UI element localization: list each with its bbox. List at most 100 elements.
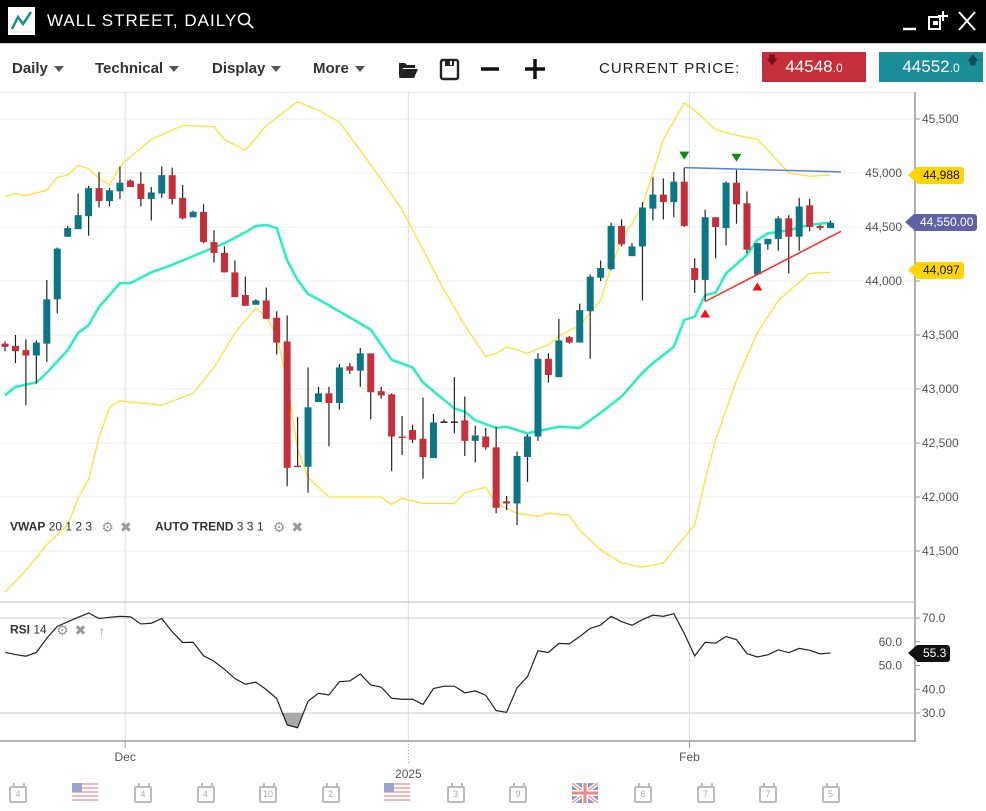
candle-up: [85, 188, 93, 217]
calendar-event-icon[interactable]: 6: [634, 783, 652, 803]
close-icon[interactable]: ✖: [291, 519, 304, 535]
flag-us-icon[interactable]: [71, 783, 98, 803]
calendar-event-icon[interactable]: 7: [696, 783, 715, 803]
vwap-params: 20 1 2 3: [48, 519, 93, 534]
candle-up: [576, 310, 584, 343]
arrow-up-icon[interactable]: ↑: [98, 622, 106, 639]
chevron-down-icon: [354, 66, 365, 73]
menu-daily[interactable]: Daily: [12, 60, 64, 77]
candle-up: [597, 268, 605, 278]
candle-down: [241, 295, 249, 306]
current-price-label: CURRENT PRICE:: [599, 60, 741, 77]
candle-up: [116, 182, 124, 192]
menu-label: Daily: [12, 60, 48, 77]
candle-down: [733, 182, 740, 205]
candle-down: [168, 175, 176, 199]
candle-up: [32, 342, 40, 356]
support-trendline: [704, 230, 842, 303]
gear-icon[interactable]: ⚙: [101, 519, 114, 535]
candle-up: [586, 276, 594, 312]
menu-technical[interactable]: Technical: [95, 60, 180, 77]
calendar-event-icon[interactable]: 3: [446, 783, 465, 803]
vwap-line: [4, 221, 831, 435]
candle-down: [231, 272, 239, 298]
candle-up: [189, 211, 197, 218]
save-icon[interactable]: [437, 56, 463, 82]
arrow-up-icon: 🡅: [966, 53, 979, 67]
calendar-event-icon[interactable]: 4: [9, 783, 27, 803]
trough-marker-icon: [752, 282, 763, 291]
y-tick-label: 45,000: [865, 166, 902, 180]
candle-up: [158, 175, 166, 194]
zoom-out-icon[interactable]: [478, 56, 504, 82]
toolbar: Daily Technical Display More CURRENT PRI…: [0, 43, 986, 92]
candle-up: [356, 353, 364, 371]
y-tick-label: 43,000: [922, 382, 959, 396]
candle-down: [283, 341, 291, 468]
flag-uk-icon[interactable]: [570, 781, 599, 805]
candle-up: [774, 218, 782, 239]
menu-more[interactable]: More: [313, 60, 365, 77]
sell-price-decimal: .0: [832, 61, 843, 75]
close-icon[interactable]: ✖: [74, 622, 87, 638]
candle-up: [555, 340, 563, 378]
flag-us-icon[interactable]: [384, 783, 410, 803]
menu-label: Display: [212, 60, 266, 77]
candle-up: [534, 358, 542, 437]
candle-down: [220, 252, 228, 273]
calendar-event-icon[interactable]: 10: [259, 783, 277, 803]
candle-up: [43, 299, 51, 344]
peak-marker-icon: [731, 153, 742, 162]
buy-price-decimal: .0: [949, 61, 960, 75]
window-title: WALL STREET, DAILY: [47, 11, 238, 30]
x-axis-label: 2025: [395, 767, 422, 781]
candle-up: [753, 243, 761, 275]
candle-up: [628, 246, 636, 257]
candle-down: [659, 194, 667, 203]
y-tick-label: 43,500: [922, 328, 959, 342]
menu-display[interactable]: Display: [212, 60, 282, 77]
candle-down: [200, 211, 208, 243]
lower-band-price-tag: 44,097: [908, 262, 964, 279]
calendar-event-icon[interactable]: 5: [821, 783, 840, 803]
sell-price: 44548: [785, 57, 833, 76]
lower-bollinger-band: [4, 271, 831, 593]
minimize-icon[interactable]: [900, 8, 924, 34]
close-icon[interactable]: ✖: [119, 519, 132, 535]
x-axis-label: Dec: [115, 750, 136, 764]
candle-down: [680, 181, 688, 226]
candle-down: [565, 337, 573, 343]
candle-down: [137, 183, 145, 199]
close-icon[interactable]: [955, 8, 979, 34]
candle-down: [492, 447, 500, 508]
candle-down: [785, 218, 793, 237]
sell-price-button[interactable]: 🡇 44548.0: [762, 52, 866, 82]
vwap-name: VWAP: [10, 519, 46, 534]
popout-icon[interactable]: [927, 8, 951, 34]
buy-price: 44552: [902, 57, 950, 76]
y-tick-label: 44,500: [865, 220, 902, 234]
gear-icon[interactable]: ⚙: [272, 519, 286, 535]
auto-trend-params: 3 3 1: [236, 519, 264, 534]
open-folder-icon[interactable]: [396, 56, 422, 82]
calendar-event-icon[interactable]: 9: [509, 783, 527, 803]
auto-trend-name: AUTO TREND: [155, 519, 234, 534]
candle-up: [147, 192, 155, 199]
zoom-in-icon[interactable]: [522, 56, 548, 82]
gear-icon[interactable]: ⚙: [56, 622, 69, 638]
candle-down: [409, 430, 417, 440]
candle-down: [398, 436, 406, 439]
candle-down: [544, 358, 552, 375]
menu-label: More: [313, 60, 349, 77]
buy-price-button[interactable]: 🡅 44552.0: [879, 52, 983, 82]
calendar-event-icon[interactable]: 2: [321, 783, 340, 803]
candle-up: [649, 194, 657, 209]
rsi-name: RSI: [10, 622, 31, 637]
search-icon[interactable]: [236, 11, 256, 35]
calendar-event-icon[interactable]: 4: [134, 783, 152, 803]
calendar-event-icon[interactable]: 4: [196, 783, 215, 803]
rsi-y-tick-label: 70.0: [922, 611, 946, 625]
arrow-down-icon: 🡇: [766, 53, 779, 67]
calendar-event-icon[interactable]: 7: [759, 783, 777, 803]
